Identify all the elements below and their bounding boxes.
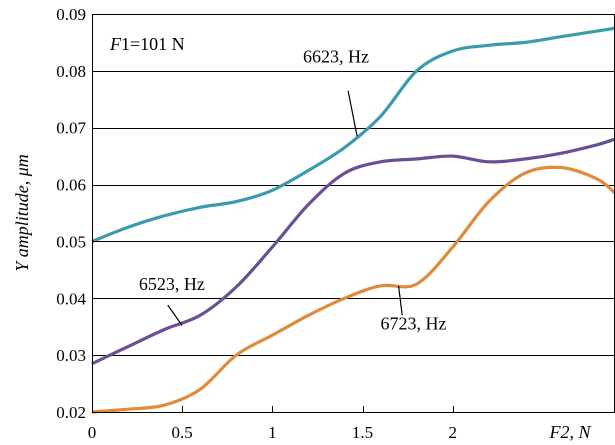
x-tick-label: 0 [88, 423, 97, 442]
y-tick-labels: 0.02 0.03 0.04 0.05 0.06 0.07 0.08 0.09 [56, 5, 98, 422]
y-tick-label: 0.07 [56, 119, 86, 138]
inset-label-rest: 1=101 N [121, 34, 185, 54]
series-lines [91, 26, 615, 414]
series-line-1 [91, 137, 615, 366]
x-axis-label: F2, N [548, 422, 591, 442]
y-tick-label: 0.09 [56, 5, 86, 24]
inset-label-var: F [109, 34, 122, 54]
y-tick-label: 0.02 [56, 403, 86, 422]
series-line-2 [91, 165, 615, 414]
x-tick-label: 2 [448, 423, 457, 442]
annotation-leader [167, 304, 183, 326]
y-tick-label: 0.05 [56, 232, 86, 251]
grid-lines [92, 71, 615, 356]
x-tick-label: 1 [268, 423, 277, 442]
x-tick-labels: 0 0.5 1 1.5 2 [88, 406, 457, 442]
annotations: 6623, Hz 6523, Hz 6723, Hz [139, 46, 447, 333]
y-tick-label: 0.03 [56, 346, 86, 365]
annotation-label: 6723, Hz [381, 314, 447, 334]
y-axis-label: Y amplitude, μm [12, 154, 32, 272]
x-tick-label: 1.5 [352, 423, 373, 442]
series-line-0 [91, 26, 615, 243]
y-tick-label: 0.04 [56, 289, 86, 308]
annotation-leader [347, 90, 358, 137]
annotation-label: 6523, Hz [139, 274, 205, 294]
y-tick-label: 0.08 [56, 62, 86, 81]
x-tick-label: 0.5 [172, 423, 193, 442]
annotation-label: 6623, Hz [303, 46, 369, 66]
y-tick-label: 0.06 [56, 176, 86, 195]
inset-label: F1=101 N [109, 34, 185, 54]
annotation-leader [397, 285, 403, 316]
